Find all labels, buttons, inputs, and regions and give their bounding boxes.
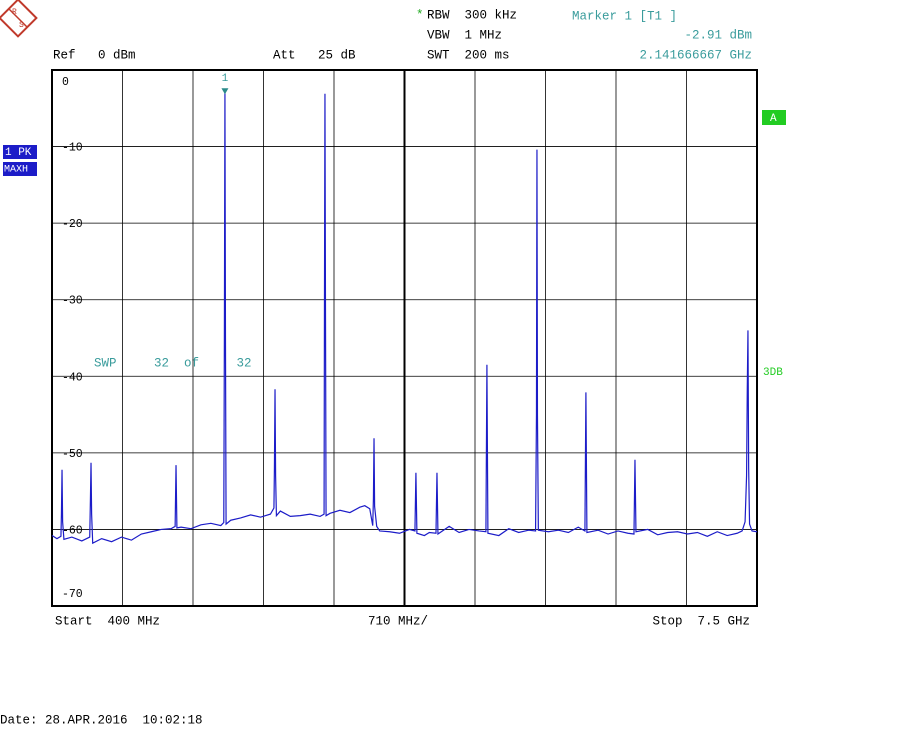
limit-label: 3DB <box>763 367 783 379</box>
rbw-flag: * <box>416 8 424 22</box>
trace-mode: 1 PK <box>5 147 32 159</box>
y-tick-label: 0 <box>62 76 69 89</box>
logo-letter: S <box>19 21 24 30</box>
y-tick-label: -10 <box>62 142 83 155</box>
span-per-division: 710 MHz/ <box>368 614 428 628</box>
sweep-count: SWP 32 of 32 <box>94 356 252 370</box>
marker-level: -2.91 dBm <box>684 28 752 42</box>
screen-badge <box>762 110 786 125</box>
y-tick-label: -20 <box>62 218 83 231</box>
y-tick-label: -40 <box>62 371 83 384</box>
ref-level: Ref 0 dBm <box>53 48 136 62</box>
y-tick-label: -50 <box>62 448 83 461</box>
rbw: RBW 300 kHz <box>427 8 517 22</box>
plot-frame <box>51 69 758 607</box>
y-tick-label: -60 <box>62 524 83 537</box>
start-frequency: Start 400 MHz <box>55 614 160 628</box>
vbw: VBW 1 MHz <box>427 28 502 42</box>
swt: SWT 200 ms <box>427 48 510 62</box>
marker-frequency: 2.141666667 GHz <box>639 48 752 62</box>
screen-label: A <box>770 113 777 125</box>
marker-label: 1 <box>222 73 229 85</box>
logo: R S <box>0 0 38 38</box>
trace <box>51 92 758 545</box>
marker-name: Marker 1 [T1 ] <box>572 9 677 23</box>
date: Date: 28.APR.2016 10:02:18 <box>0 713 203 727</box>
trace-badge <box>3 145 37 159</box>
trace-detector: MAXH <box>4 165 28 176</box>
trace-badge <box>3 162 37 176</box>
y-tick-label: -70 <box>62 588 83 601</box>
attenuation: Att 25 dB <box>273 48 356 62</box>
y-tick-label: -30 <box>62 295 83 308</box>
stop-frequency: Stop 7.5 GHz <box>652 614 750 628</box>
logo-letter: R <box>12 8 17 17</box>
logo-slash <box>8 8 28 28</box>
marker <box>221 88 229 95</box>
